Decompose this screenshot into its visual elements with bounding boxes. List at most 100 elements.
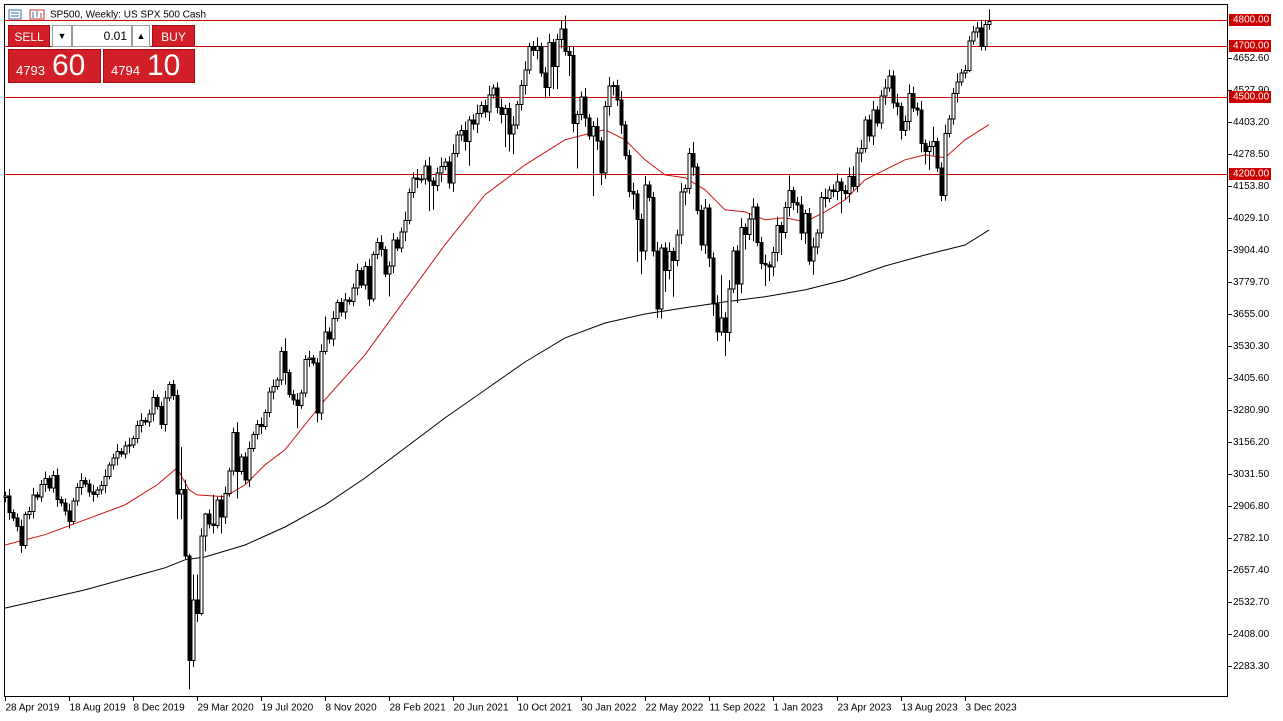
candle-body (939, 167, 944, 196)
candle-body (491, 87, 496, 96)
lot-up[interactable]: ▲ (132, 25, 150, 47)
y-tick-label: 2532.70 (1233, 597, 1270, 608)
x-tick-label: 28 Apr 2019 (6, 703, 60, 714)
candle-body (899, 105, 904, 132)
candle-body (547, 42, 552, 88)
candle-body (843, 190, 848, 195)
candle-body (587, 117, 592, 137)
candle-body (139, 419, 144, 426)
candle-body (319, 350, 324, 414)
candle-body (291, 394, 296, 401)
candle-body (987, 21, 992, 25)
candle-body (359, 270, 364, 286)
candle-body (635, 193, 640, 220)
y-tick-label: 2408.00 (1233, 629, 1270, 640)
candle-body (315, 362, 320, 414)
candle-body (47, 478, 52, 489)
candle-body (539, 45, 544, 74)
candle-body (595, 126, 600, 142)
candle-body (675, 234, 680, 262)
candle-body (755, 206, 760, 243)
candle-body (383, 248, 388, 275)
y-tick-label: 4403.20 (1233, 117, 1270, 128)
candle-body (759, 241, 764, 264)
candle-body (335, 302, 340, 319)
level-label-box (1229, 91, 1271, 103)
candle-body (599, 140, 604, 174)
candle-body (959, 72, 964, 83)
lot-input[interactable]: 0.01 (72, 25, 132, 47)
x-tick-label: 28 Feb 2021 (390, 703, 447, 714)
candle-body (71, 500, 76, 522)
candle-body (91, 491, 96, 495)
level-label-box (1229, 168, 1271, 180)
lot-down[interactable]: ▼ (52, 25, 72, 47)
candle-body (447, 161, 452, 184)
level-label-box (1229, 14, 1271, 26)
candle-body (967, 40, 972, 71)
candle-body (127, 444, 132, 447)
candle-body (699, 210, 704, 246)
candle-body (947, 118, 952, 135)
candle-body (239, 456, 244, 473)
sell-button[interactable]: SELL (8, 25, 50, 47)
candle-body (431, 180, 436, 186)
candle-body (351, 287, 356, 303)
candle-body (627, 155, 632, 193)
candle-body (103, 475, 108, 487)
candle-body (423, 165, 428, 180)
candle-body (119, 450, 124, 455)
candle-body (211, 523, 216, 526)
candle-body (955, 81, 960, 95)
level-label: 4500.00 (1233, 92, 1270, 103)
candle-body (523, 69, 528, 87)
candle-body (175, 394, 180, 495)
icon (8, 9, 22, 20)
candle-body (559, 28, 564, 40)
candle-body (631, 191, 636, 195)
candle-body (419, 178, 424, 181)
candle-body (23, 514, 28, 547)
candle-body (747, 218, 752, 235)
candle-body (167, 384, 172, 399)
candle-body (703, 207, 708, 246)
candle-body (483, 104, 488, 113)
candle-body (771, 251, 776, 268)
candle-body (563, 28, 568, 53)
candle-body (571, 55, 576, 124)
candle-body (723, 317, 728, 333)
candle-body (263, 412, 268, 428)
candle-body (943, 133, 948, 196)
candle-body (871, 109, 876, 137)
ask-quote[interactable]: 4794 10 (103, 49, 195, 83)
candle-body (515, 104, 520, 126)
candle-body (259, 424, 264, 428)
candle-body (123, 445, 128, 455)
candle-body (511, 124, 516, 135)
candle-body (135, 424, 140, 440)
candle-body (927, 145, 932, 153)
candle-body (851, 175, 856, 188)
candle-body (403, 220, 408, 233)
level-label: 4200.00 (1233, 169, 1270, 180)
candle-body (307, 357, 312, 361)
candle-body (471, 119, 476, 125)
candle-body (387, 265, 392, 275)
y-tick-label: 3904.40 (1233, 245, 1270, 256)
candle-body (379, 241, 384, 250)
candle-body (603, 106, 608, 174)
candle-body (679, 191, 684, 236)
buy-button[interactable]: BUY (152, 25, 195, 47)
candle-body (811, 246, 816, 262)
y-tick-label: 2657.40 (1233, 565, 1270, 576)
x-tick-label: 22 May 2022 (646, 703, 704, 714)
candle-body (151, 396, 156, 415)
candle-body (75, 487, 80, 502)
title-icons (8, 9, 45, 20)
y-tick-label: 3156.20 (1233, 437, 1270, 448)
candle-body (179, 488, 184, 495)
bid-quote[interactable]: 4793 60 (8, 49, 101, 83)
level-label: 4700.00 (1233, 41, 1270, 52)
